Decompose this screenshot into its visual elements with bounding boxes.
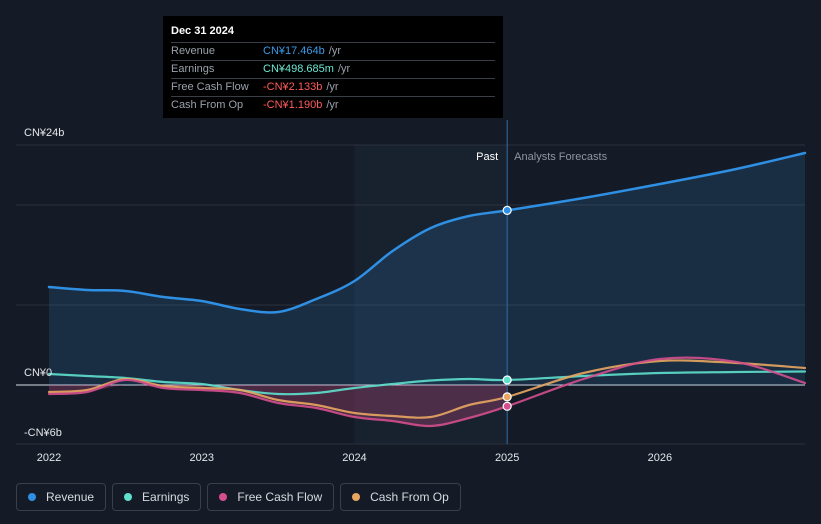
tooltip-value: -CN¥2.133b: [263, 81, 323, 93]
tooltip-label: Revenue: [171, 45, 216, 57]
legend-label: Revenue: [46, 490, 95, 504]
legend-dot-icon: [28, 493, 36, 501]
tooltip-row-earnings: Earnings CN¥498.685m /yr: [171, 61, 495, 79]
past-region: [354, 145, 508, 444]
past-label: Past: [476, 151, 498, 163]
legend-dot-icon: [352, 493, 361, 501]
x-tick-label: 2026: [648, 452, 672, 464]
tooltip-row-cash-from-op: Cash From Op -CN¥1.190b /yr: [171, 97, 495, 114]
y-tick-label: CN¥0: [24, 367, 52, 379]
x-tick-label: 2025: [495, 452, 519, 464]
tooltip-unit: /yr: [328, 45, 342, 57]
x-tick-label: 2022: [37, 452, 61, 464]
series-line-free-cash-flow: [47, 356, 807, 428]
forecast-label: Analysts Forecasts: [514, 151, 607, 163]
tooltip-label: Cash From Op: [171, 99, 244, 111]
legend-label: Free Cash Flow: [237, 490, 323, 504]
marker-free-cash-flow: [502, 401, 512, 411]
tooltip-value: -CN¥1.190b: [263, 99, 323, 111]
tooltip-row-revenue: Revenue CN¥17.464b /yr: [171, 43, 495, 61]
y-tick-label: -CN¥6b: [24, 427, 62, 439]
tooltip-unit: /yr: [337, 63, 351, 75]
x-tick-label: 2024: [342, 452, 366, 464]
legend-item-free-cash-flow[interactable]: Free Cash Flow: [207, 483, 335, 511]
y-tick-label: CN¥24b: [24, 127, 64, 139]
series-line-revenue: [47, 151, 807, 314]
tooltip-unit: /yr: [326, 81, 339, 93]
marker-cash-from-op: [502, 392, 512, 402]
series-line-earnings: [47, 370, 807, 396]
legend-label: Cash From Op: [370, 490, 449, 504]
tooltip-date: Dec 31 2024: [171, 24, 495, 43]
legend-item-revenue[interactable]: Revenue: [16, 483, 107, 511]
series-line-cash-from-op: [47, 359, 807, 419]
legend-dot-icon: [124, 493, 133, 501]
tooltip-value: CN¥17.464b: [263, 45, 325, 57]
x-tick-label: 2023: [189, 452, 213, 464]
free-cash-flow-area: [49, 384, 508, 427]
tooltip-value: CN¥498.685m: [263, 63, 334, 75]
tooltip-unit: /yr: [326, 99, 339, 111]
tooltip-row-free-cash-flow: Free Cash Flow -CN¥2.133b /yr: [171, 79, 495, 97]
legend-label: Earnings: [142, 490, 190, 504]
legend: Revenue Earnings Free Cash Flow Cash Fro…: [16, 483, 461, 511]
tooltip-label: Earnings: [171, 63, 215, 75]
legend-item-cash-from-op[interactable]: Cash From Op: [340, 483, 461, 511]
legend-dot-icon: [219, 493, 228, 501]
marker-revenue: [502, 205, 512, 215]
legend-item-earnings[interactable]: Earnings: [112, 483, 202, 511]
revenue-area: [49, 153, 805, 385]
tooltip-label: Free Cash Flow: [171, 81, 249, 93]
tooltip: Dec 31 2024 Revenue CN¥17.464b /yr Earni…: [163, 16, 503, 118]
marker-earnings: [502, 375, 512, 385]
